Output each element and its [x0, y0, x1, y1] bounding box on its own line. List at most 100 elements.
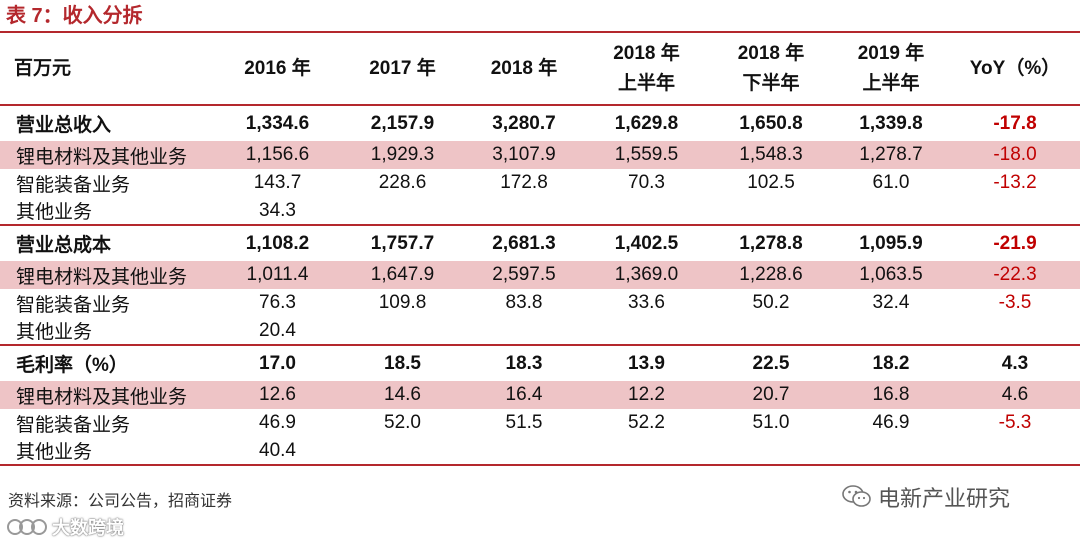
table-cell	[710, 437, 832, 466]
row-label: 智能装备业务	[16, 414, 131, 436]
column-header: 2016 年	[215, 33, 340, 106]
watermark-text: 电新产业研究	[878, 486, 1011, 511]
yoy-cell: -17.8	[993, 112, 1037, 134]
revenue-breakdown-table: 百万元 2016 年 2017 年 2018 年 2018 年上半年 2018 …	[0, 33, 1080, 466]
table-cell: 1,402.5	[583, 224, 710, 261]
table-cell	[465, 317, 583, 345]
table-cell: 1,334.6	[245, 112, 310, 134]
yoy-cell	[950, 437, 1080, 466]
table-cell	[465, 437, 583, 466]
table-cell: 1,011.4	[215, 261, 340, 289]
table-cell: 18.5	[340, 344, 465, 381]
row-label: 其他业务	[16, 322, 93, 343]
table-cell: 61.0	[872, 172, 910, 193]
table-cell	[583, 317, 710, 345]
total-row-revenue: 营业总收入 1,334.6 2,157.9 3,280.7 1,629.8 1,…	[0, 105, 1080, 141]
yoy-cell: -22.3	[950, 261, 1080, 289]
table-cell	[832, 197, 950, 225]
wechat-icon	[842, 485, 871, 507]
table-cell	[583, 197, 710, 225]
table-cell: 1,757.7	[340, 224, 465, 261]
table-cell: 1,548.3	[710, 141, 832, 169]
row-label: 锂电材料及其他业务	[0, 141, 215, 169]
table-cell: 1,095.9	[832, 224, 950, 261]
table-cell: 102.5	[747, 172, 795, 193]
table-cell: 1,063.5	[832, 261, 950, 289]
table-cell: 18.3	[465, 344, 583, 381]
source-note: 资料来源：公司公告，招商证券	[8, 493, 233, 510]
table-cell: 20.4	[259, 319, 296, 341]
table-cell: 3,280.7	[492, 112, 556, 134]
table-cell: 70.3	[628, 172, 665, 193]
table-cell: 16.4	[465, 381, 583, 409]
table-cell: 16.8	[832, 381, 950, 409]
row-label: 智能装备业务	[16, 294, 131, 316]
total-row-gross-margin: 毛利率（%） 17.0 18.5 18.3 13.9 22.5 18.2 4.3	[0, 344, 1080, 381]
table-cell	[710, 317, 832, 345]
table-cell: 13.9	[583, 344, 710, 381]
yoy-cell: -18.0	[950, 141, 1080, 169]
table-row: 智能装备业务 46.9 52.0 51.5 52.2 51.0 46.9 -5.…	[0, 409, 1080, 437]
table-cell: 1,278.7	[832, 141, 950, 169]
table-cell: 40.4	[215, 437, 340, 466]
wechat-watermark: 电新产业研究	[842, 483, 1010, 511]
table-cell: 1,278.8	[710, 224, 832, 261]
table-cell: 46.9	[872, 412, 910, 433]
table-cell: 1,228.6	[710, 261, 832, 289]
yoy-cell: -13.2	[993, 172, 1037, 193]
row-label: 智能装备业务	[16, 174, 131, 196]
table-cell: 34.3	[259, 199, 296, 221]
table-cell: 52.0	[384, 412, 421, 433]
table-cell: 143.7	[253, 172, 302, 193]
table-title: 表 7：收入分拆	[6, 5, 143, 27]
table-cell: 12.2	[583, 381, 710, 409]
table-cell	[832, 317, 950, 345]
table-cell: 172.8	[500, 172, 548, 193]
table-row: 锂电材料及其他业务 12.6 14.6 16.4 12.2 20.7 16.8 …	[0, 381, 1080, 409]
table-cell: 46.9	[259, 412, 296, 433]
table-cell	[340, 317, 465, 345]
table-cell: 18.2	[832, 344, 950, 381]
table-cell	[832, 437, 950, 466]
table-cell: 50.2	[752, 292, 790, 313]
yoy-cell: 4.3	[950, 344, 1080, 381]
table-cell	[340, 437, 465, 466]
table-cell: 2,681.3	[465, 224, 583, 261]
row-label: 其他业务	[0, 437, 215, 466]
watermark-text: 大数跨境	[52, 518, 124, 538]
table-row: 智能装备业务 76.3 109.8 83.8 33.6 50.2 32.4 -3…	[0, 289, 1080, 317]
table-cell: 1,369.0	[583, 261, 710, 289]
table-cell: 51.0	[752, 412, 790, 433]
row-label: 营业总收入	[16, 115, 112, 136]
column-header: 2019 年上半年	[832, 33, 950, 106]
table-row: 其他业务 34.3	[0, 197, 1080, 225]
brand-watermark: 大数跨境	[6, 514, 124, 540]
table-cell: 22.5	[710, 344, 832, 381]
row-label: 锂电材料及其他业务	[0, 381, 215, 409]
table-cell: 1,156.6	[215, 141, 340, 169]
yoy-cell: -21.9	[950, 224, 1080, 261]
table-cell	[465, 197, 583, 225]
table-cell: 1,629.8	[614, 112, 679, 134]
column-header: 百万元	[0, 33, 215, 106]
table-cell	[710, 197, 832, 225]
column-header: YoY（%）	[950, 33, 1080, 106]
table-cell: 1,647.9	[340, 261, 465, 289]
table-cell: 1,108.2	[215, 224, 340, 261]
table-cell: 17.0	[215, 344, 340, 381]
table-cell: 1,650.8	[739, 112, 803, 134]
total-row-cost: 营业总成本 1,108.2 1,757.7 2,681.3 1,402.5 1,…	[0, 224, 1080, 261]
table-cell	[583, 437, 710, 466]
table-cell: 2,157.9	[370, 112, 435, 134]
row-label: 锂电材料及其他业务	[0, 261, 215, 289]
column-header: 2018 年上半年	[583, 33, 710, 106]
header-row: 百万元 2016 年 2017 年 2018 年 2018 年上半年 2018 …	[0, 33, 1080, 106]
table-cell: 109.8	[378, 292, 427, 313]
yoy-cell: -5.3	[998, 412, 1032, 433]
table-cell: 83.8	[505, 292, 543, 313]
yoy-cell	[950, 197, 1080, 225]
table-cell: 20.7	[710, 381, 832, 409]
table-cell: 3,107.9	[465, 141, 583, 169]
table-row: 其他业务 40.4	[0, 437, 1080, 466]
brand-logo-icon	[7, 519, 47, 535]
